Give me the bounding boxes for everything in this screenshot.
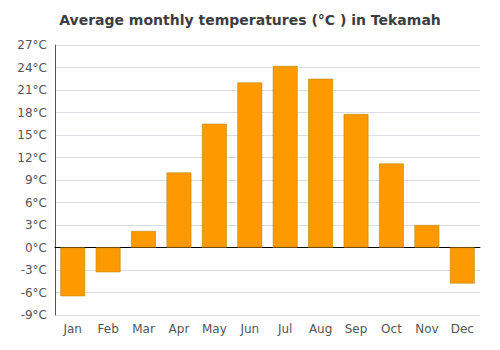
svg-text:Sep: Sep — [345, 322, 368, 336]
svg-text:Jul: Jul — [277, 322, 292, 336]
svg-text:18°C: 18°C — [17, 106, 47, 120]
svg-text:Dec: Dec — [451, 322, 474, 336]
svg-text:0°C: 0°C — [25, 241, 47, 255]
svg-text:May: May — [202, 322, 227, 336]
svg-text:15°C: 15°C — [17, 128, 47, 142]
svg-text:27°C: 27°C — [17, 38, 47, 52]
svg-text:3°C: 3°C — [25, 218, 47, 232]
svg-text:Apr: Apr — [169, 322, 190, 336]
svg-text:6°C: 6°C — [25, 196, 47, 210]
svg-text:9°C: 9°C — [25, 173, 47, 187]
svg-text:-3°C: -3°C — [21, 263, 47, 277]
svg-text:Jan: Jan — [62, 322, 82, 336]
svg-text:Aug: Aug — [309, 322, 332, 336]
svg-text:-6°C: -6°C — [21, 286, 47, 300]
svg-text:Mar: Mar — [132, 322, 155, 336]
svg-text:21°C: 21°C — [17, 83, 47, 97]
svg-text:Average monthly temperatures (: Average monthly temperatures (°C ) in Te… — [59, 12, 441, 28]
svg-text:-9°C: -9°C — [21, 308, 47, 322]
svg-text:Jun: Jun — [239, 322, 259, 336]
svg-text:24°C: 24°C — [17, 61, 47, 75]
svg-text:Oct: Oct — [381, 322, 402, 336]
svg-text:Nov: Nov — [415, 322, 438, 336]
svg-text:12°C: 12°C — [17, 151, 47, 165]
svg-text:Feb: Feb — [98, 322, 119, 336]
